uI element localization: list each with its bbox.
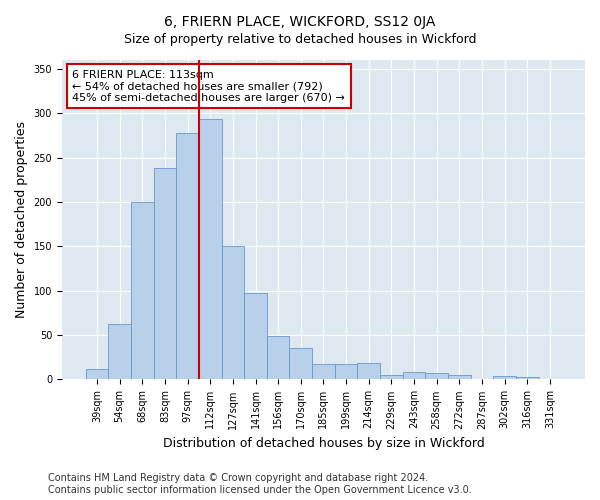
Bar [267,336,289,380]
Bar [493,376,516,380]
Text: Size of property relative to detached houses in Wickford: Size of property relative to detached ho… [124,32,476,46]
Bar [312,364,335,380]
Bar [154,168,176,380]
Bar [86,369,109,380]
Bar [358,364,380,380]
Bar [539,378,561,380]
Bar [448,375,470,380]
Bar [380,375,403,380]
Bar [199,120,221,380]
Bar [403,372,425,380]
Bar [516,377,539,380]
Bar [131,202,154,380]
Bar [335,364,358,380]
Y-axis label: Number of detached properties: Number of detached properties [15,121,28,318]
Text: 6, FRIERN PLACE, WICKFORD, SS12 0JA: 6, FRIERN PLACE, WICKFORD, SS12 0JA [164,15,436,29]
Bar [289,348,312,380]
Bar [221,246,244,380]
Text: Contains HM Land Registry data © Crown copyright and database right 2024.
Contai: Contains HM Land Registry data © Crown c… [48,474,472,495]
X-axis label: Distribution of detached houses by size in Wickford: Distribution of detached houses by size … [163,437,484,450]
Bar [244,294,267,380]
Bar [425,373,448,380]
Bar [470,378,493,380]
Text: 6 FRIERN PLACE: 113sqm
← 54% of detached houses are smaller (792)
45% of semi-de: 6 FRIERN PLACE: 113sqm ← 54% of detached… [73,70,345,103]
Bar [109,324,131,380]
Bar [176,133,199,380]
